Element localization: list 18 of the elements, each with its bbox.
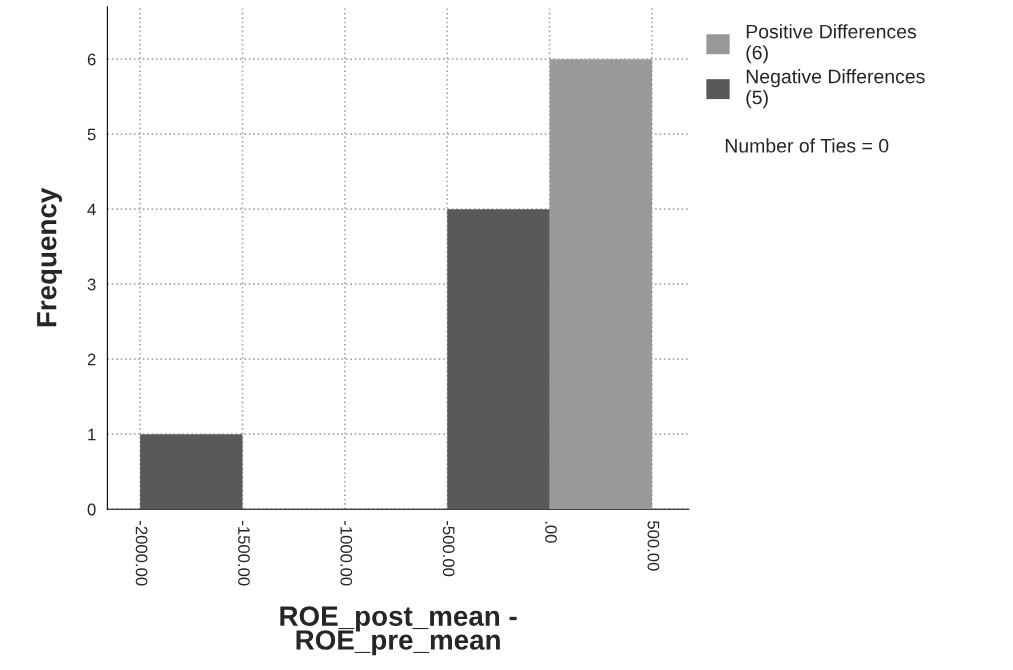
y-tick-label: 1 [88, 428, 96, 441]
x-tick-label: .00 [545, 521, 557, 543]
x-axis-title: ROE_post_mean - ROE_pre_mean [280, 606, 517, 656]
x-tick-label: 500.00 [647, 520, 660, 571]
y-tick-label: 2 [87, 353, 96, 366]
y-axis-title: Frequency [37, 187, 62, 327]
x-tick-label: -1500.00 [238, 521, 250, 586]
y-tick-label: 4 [87, 203, 96, 216]
legend-label: Negative Differences (5) [746, 69, 925, 109]
y-tick-label: 5 [87, 128, 96, 141]
y-tick-label: 6 [87, 53, 96, 66]
y-tick-label: 0 [87, 503, 96, 516]
legend-label: Positive Differences (6) [746, 24, 917, 64]
y-tick-label: 3 [87, 278, 96, 291]
x-tick-label: -1000.00 [340, 521, 353, 586]
x-tick-label: -2000.00 [135, 521, 148, 586]
text: Number of Ties = 0 [725, 138, 889, 153]
x-tick-label: -500.00 [442, 521, 455, 577]
